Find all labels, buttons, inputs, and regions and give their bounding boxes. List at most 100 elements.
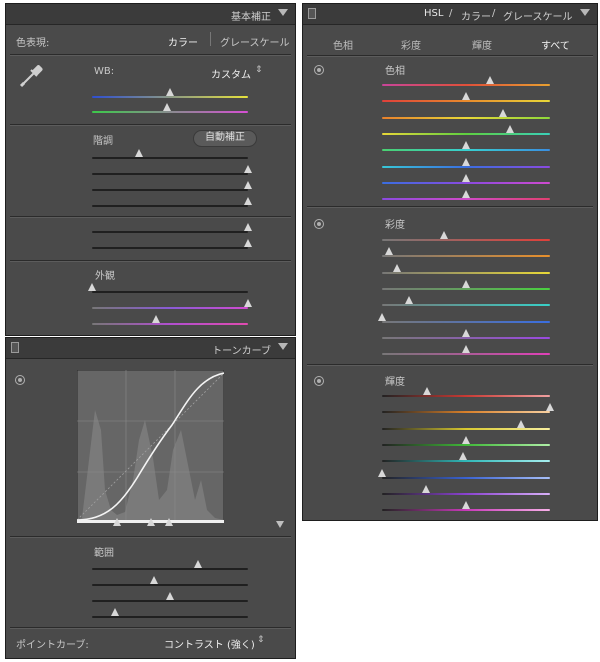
slider-track[interactable] [92,568,248,570]
split-point-thumb[interactable] [165,518,173,526]
slider-track[interactable] [92,247,248,249]
slider-track[interactable] [382,304,550,307]
targeted-adjustment-icon[interactable] [314,376,324,386]
slider-track[interactable] [382,509,550,512]
slider-track[interactable] [92,231,248,233]
panel-toggle-icon[interactable] [308,8,316,19]
slider-thumb[interactable] [194,560,203,568]
slider-thumb[interactable] [378,312,386,321]
slider-thumb[interactable] [498,108,507,117]
slider-track[interactable] [382,271,550,274]
slider-thumb[interactable] [244,197,252,205]
auto-tone-button[interactable]: 自動補正 [193,130,257,147]
hsl-panel-header[interactable]: HSL / カラー / グレースケール [303,4,597,25]
slider-thumb[interactable] [458,452,467,461]
slider-track[interactable] [382,181,550,184]
wb-eyedropper-icon[interactable] [16,60,46,90]
point-curve-dropdown[interactable]: コントラスト (強く) [164,640,255,651]
chevron-updown-icon[interactable]: ⇕ [257,635,265,645]
hsl-title-color[interactable]: カラー [461,12,491,23]
slider-track[interactable] [92,189,248,191]
slider-track[interactable] [382,149,550,152]
slider-thumb[interactable] [462,173,470,182]
slider-track[interactable] [92,205,248,207]
slider-thumb[interactable] [88,283,96,291]
slider-track[interactable] [382,116,550,119]
panel-toggle-icon[interactable] [11,342,19,353]
hsl-title-gray[interactable]: グレースケール [503,12,573,23]
slider-thumb[interactable] [151,315,160,323]
tab-all[interactable]: すべて [541,41,570,52]
hsl-title-hsl[interactable]: HSL [424,8,444,19]
slider-thumb[interactable] [393,263,402,272]
slider-thumb[interactable] [462,279,470,288]
slider-thumb[interactable] [462,92,470,101]
split-point-thumb[interactable] [147,518,155,526]
slider-track[interactable] [92,600,248,602]
basic-panel-header[interactable]: 基本補正 [6,4,295,25]
slider-track[interactable] [92,616,248,618]
slider-thumb[interactable] [244,165,252,173]
slider-thumb[interactable] [134,149,143,157]
slider-thumb[interactable] [421,484,430,493]
slider-track[interactable] [382,198,550,201]
slider-track[interactable] [382,460,550,463]
slider-thumb[interactable] [462,435,470,444]
slider-thumb[interactable] [111,608,120,616]
chevron-updown-icon[interactable]: ⇕ [255,65,263,75]
slider-track[interactable] [92,291,248,293]
slider-thumb[interactable] [462,501,470,510]
slider-thumb[interactable] [462,157,470,166]
slider-thumb[interactable] [244,223,252,231]
slider-track[interactable] [382,287,550,290]
slider-thumb[interactable] [166,592,174,600]
collapse-triangle-icon[interactable] [580,9,590,16]
slider-track[interactable] [92,111,248,113]
slider-track[interactable] [382,443,550,446]
slider-track[interactable] [382,132,550,135]
collapse-triangle-icon[interactable] [278,343,288,350]
tab-luminance[interactable]: 輝度 [472,41,492,52]
slider-thumb[interactable] [150,576,159,584]
slider-thumb[interactable] [485,76,494,84]
slider-track[interactable] [382,476,550,479]
slider-thumb[interactable] [517,419,526,428]
treatment-bw-option[interactable]: グレースケール [220,38,290,49]
treatment-color-option[interactable]: カラー [168,38,198,49]
slider-track[interactable] [382,255,550,258]
slider-thumb[interactable] [505,124,514,133]
slider-track[interactable] [92,96,248,98]
tone-curve-header[interactable]: トーンカーブ [6,338,295,359]
slider-thumb[interactable] [162,103,171,111]
slider-track[interactable] [382,395,550,397]
tab-saturation[interactable]: 彩度 [401,41,421,52]
slider-track[interactable] [382,353,550,356]
tab-hue[interactable]: 色相 [333,41,353,52]
slider-thumb[interactable] [462,141,470,150]
slider-track[interactable] [92,157,248,159]
wb-preset-dropdown[interactable]: カスタム [211,70,251,81]
targeted-adjustment-icon[interactable] [15,375,25,385]
slider-thumb[interactable] [378,468,386,477]
slider-thumb[interactable] [244,239,252,247]
slider-thumb[interactable] [404,296,413,305]
slider-track[interactable] [382,239,550,241]
slider-track[interactable] [382,411,550,414]
slider-track[interactable] [92,323,248,325]
curve-menu-triangle-icon[interactable] [276,521,284,528]
slider-thumb[interactable] [166,88,174,96]
slider-track[interactable] [92,584,248,586]
slider-track[interactable] [382,320,550,323]
slider-thumb[interactable] [546,403,554,412]
slider-track[interactable] [382,165,550,168]
slider-thumb[interactable] [440,231,449,239]
targeted-adjustment-icon[interactable] [314,65,324,75]
slider-thumb[interactable] [244,181,252,189]
slider-thumb[interactable] [423,387,432,395]
slider-track[interactable] [92,307,248,309]
slider-thumb[interactable] [462,345,470,354]
split-point-thumb[interactable] [113,518,121,526]
slider-thumb[interactable] [384,247,393,256]
slider-track[interactable] [382,84,550,86]
slider-thumb[interactable] [244,299,252,307]
